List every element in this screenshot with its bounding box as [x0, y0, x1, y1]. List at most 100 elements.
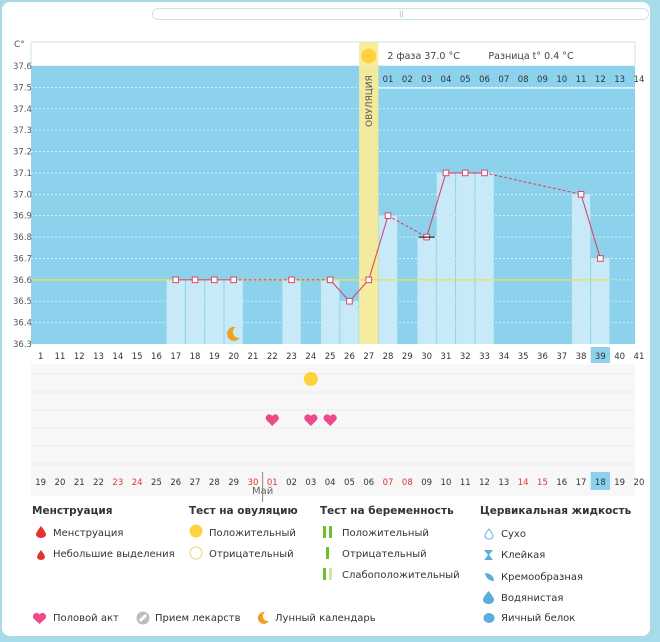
cycle-day-label: 29 — [402, 352, 413, 362]
positive-ovulation-icon — [189, 524, 203, 538]
temperature-point — [365, 276, 373, 284]
legend-medication: Прием лекарств — [155, 613, 241, 624]
calendar-date-label: 19 — [35, 478, 46, 488]
temperature-point — [346, 297, 353, 305]
phase-info: 2 фаза 37.0 °C — [387, 51, 460, 62]
temperature-bar — [224, 279, 243, 344]
watery-icon — [483, 591, 494, 604]
chart-window: || ОВУЛЯЦИЯ 37.6 37.5 37.4 37.3 37.2 37.1 37.0… — [2, 2, 650, 636]
calendar-date-label: 02 — [286, 478, 297, 488]
cycle-day-label: 16 — [151, 352, 162, 362]
legend-pregnancy-negative: Отрицательный — [342, 549, 427, 560]
ovulation-column — [359, 42, 379, 344]
spotting-drop-icon — [37, 550, 45, 560]
y-tick-label: 36.9 — [13, 212, 32, 222]
calendar-date-label: 17 — [576, 478, 587, 488]
calendar-date-label: 20 — [634, 478, 645, 488]
y-tick-label: 36.8 — [13, 233, 32, 243]
post-ovulation-day-label: 12 — [595, 75, 606, 85]
cycle-day-label: 36 — [537, 352, 548, 362]
current-day-highlight — [590, 347, 610, 363]
y-tick-label: 37.0 — [13, 190, 32, 200]
ovulation-sun-icon — [361, 48, 377, 64]
calendar-date-label: 30 — [248, 478, 259, 488]
temperature-point — [481, 169, 488, 177]
calendar-date-label: 27 — [190, 478, 201, 488]
eggwhite-icon — [483, 613, 495, 623]
cycle-day-label: 32 — [460, 352, 471, 362]
temperature-point — [230, 276, 237, 284]
temperature-line — [368, 215, 389, 281]
temperature-point — [597, 255, 604, 262]
temperature-bar — [282, 279, 301, 344]
legend-cervical-dry: Сухо — [501, 529, 526, 540]
legend-pregnancy-positive: Положительный — [342, 528, 429, 539]
legend-pregnancy-title: Тест на беременность — [320, 505, 454, 517]
unit-label: C° — [14, 40, 25, 50]
intercourse-heart-icon — [265, 414, 279, 426]
calendar-date-label: 28 — [209, 478, 220, 488]
post-ovulation-day-label: 14 — [634, 75, 645, 85]
calendar-date-label: 11 — [460, 478, 471, 488]
legend-cervical-title: Цервикальная жидкость — [480, 505, 632, 517]
y-tick-label: 36.3 — [13, 340, 32, 350]
post-ovulation-day-label: 10 — [556, 75, 567, 85]
calendar-date-label: 21 — [74, 478, 85, 488]
calendar-date-label: 29 — [228, 478, 239, 488]
post-ovulation-day-label: 11 — [576, 75, 587, 85]
temperature-bar — [417, 237, 436, 344]
positive-pregnancy-icon — [323, 526, 332, 538]
calendar-date-label: 18 — [595, 478, 606, 488]
cycle-day-label: 41 — [634, 352, 645, 362]
ovulation-label: ОВУЛЯЦИЯ — [365, 75, 375, 127]
calendar-date-label: 14 — [518, 478, 529, 488]
menstruation-drop-icon — [36, 526, 46, 538]
legend-menstruation-title: Менструация — [32, 505, 113, 517]
cycle-day-label: 12 — [74, 352, 85, 362]
calendar-date-label: 05 — [344, 478, 355, 488]
temperature-bar — [340, 301, 359, 344]
cycle-day-label: 35 — [518, 352, 529, 362]
post-ovulation-day-label: 08 — [518, 75, 529, 85]
temperature-point — [191, 276, 199, 284]
cycle-day-label: 28 — [383, 352, 394, 362]
legend-spotting-label: Небольшие выделения — [53, 549, 175, 560]
calendar-date-label: 10 — [441, 478, 452, 488]
temperature-point — [211, 276, 218, 284]
legend-cervical-eggwhite: Яичный белок — [501, 613, 576, 624]
scroll-grip-icon[interactable]: || — [399, 10, 404, 18]
cycle-day-label: 23 — [286, 352, 297, 362]
temperature-point — [288, 276, 295, 284]
calendar-date-label: 23 — [112, 478, 123, 488]
y-tick-label: 37.5 — [13, 83, 32, 93]
temperature-line-dashed — [484, 172, 582, 195]
calendar-date-label: 06 — [363, 478, 374, 488]
calendar-date-label: 01 — [267, 478, 278, 488]
post-ovulation-day-label: 03 — [421, 75, 432, 85]
y-tick-label: 36.7 — [13, 254, 32, 264]
intercourse-heart-icon — [323, 414, 337, 426]
legend-ovulation-positive: Положительный — [209, 528, 296, 539]
cycle-day-label: 39 — [595, 352, 606, 362]
post-ovulation-day-label: 13 — [614, 75, 625, 85]
temperature-line — [580, 194, 601, 259]
y-tick-label: 37.3 — [13, 126, 32, 136]
temperature-bar — [321, 279, 340, 344]
temperature-point — [384, 212, 392, 219]
legend-cervical-sticky: Клейкая — [501, 550, 546, 561]
difference-info: Разница t° 0.4 °C — [488, 51, 574, 62]
cycle-day-label: 25 — [325, 352, 336, 362]
creamy-icon — [485, 573, 494, 581]
horizontal-scrollbar[interactable]: || — [152, 8, 649, 20]
weak-pregnancy-icon — [323, 568, 332, 580]
cycle-day-label: 22 — [267, 352, 278, 362]
calendar-date-label: 16 — [556, 478, 567, 488]
cycle-day-label: 17 — [170, 352, 181, 362]
cycle-day-label: 15 — [132, 352, 143, 362]
cycle-day-label: 30 — [421, 352, 432, 362]
temperature-point — [577, 191, 585, 198]
cycle-day-label: 34 — [498, 352, 509, 362]
temperature-point — [442, 169, 450, 177]
cycle-day-label: 26 — [344, 352, 355, 362]
intercourse-heart-icon — [304, 414, 318, 426]
